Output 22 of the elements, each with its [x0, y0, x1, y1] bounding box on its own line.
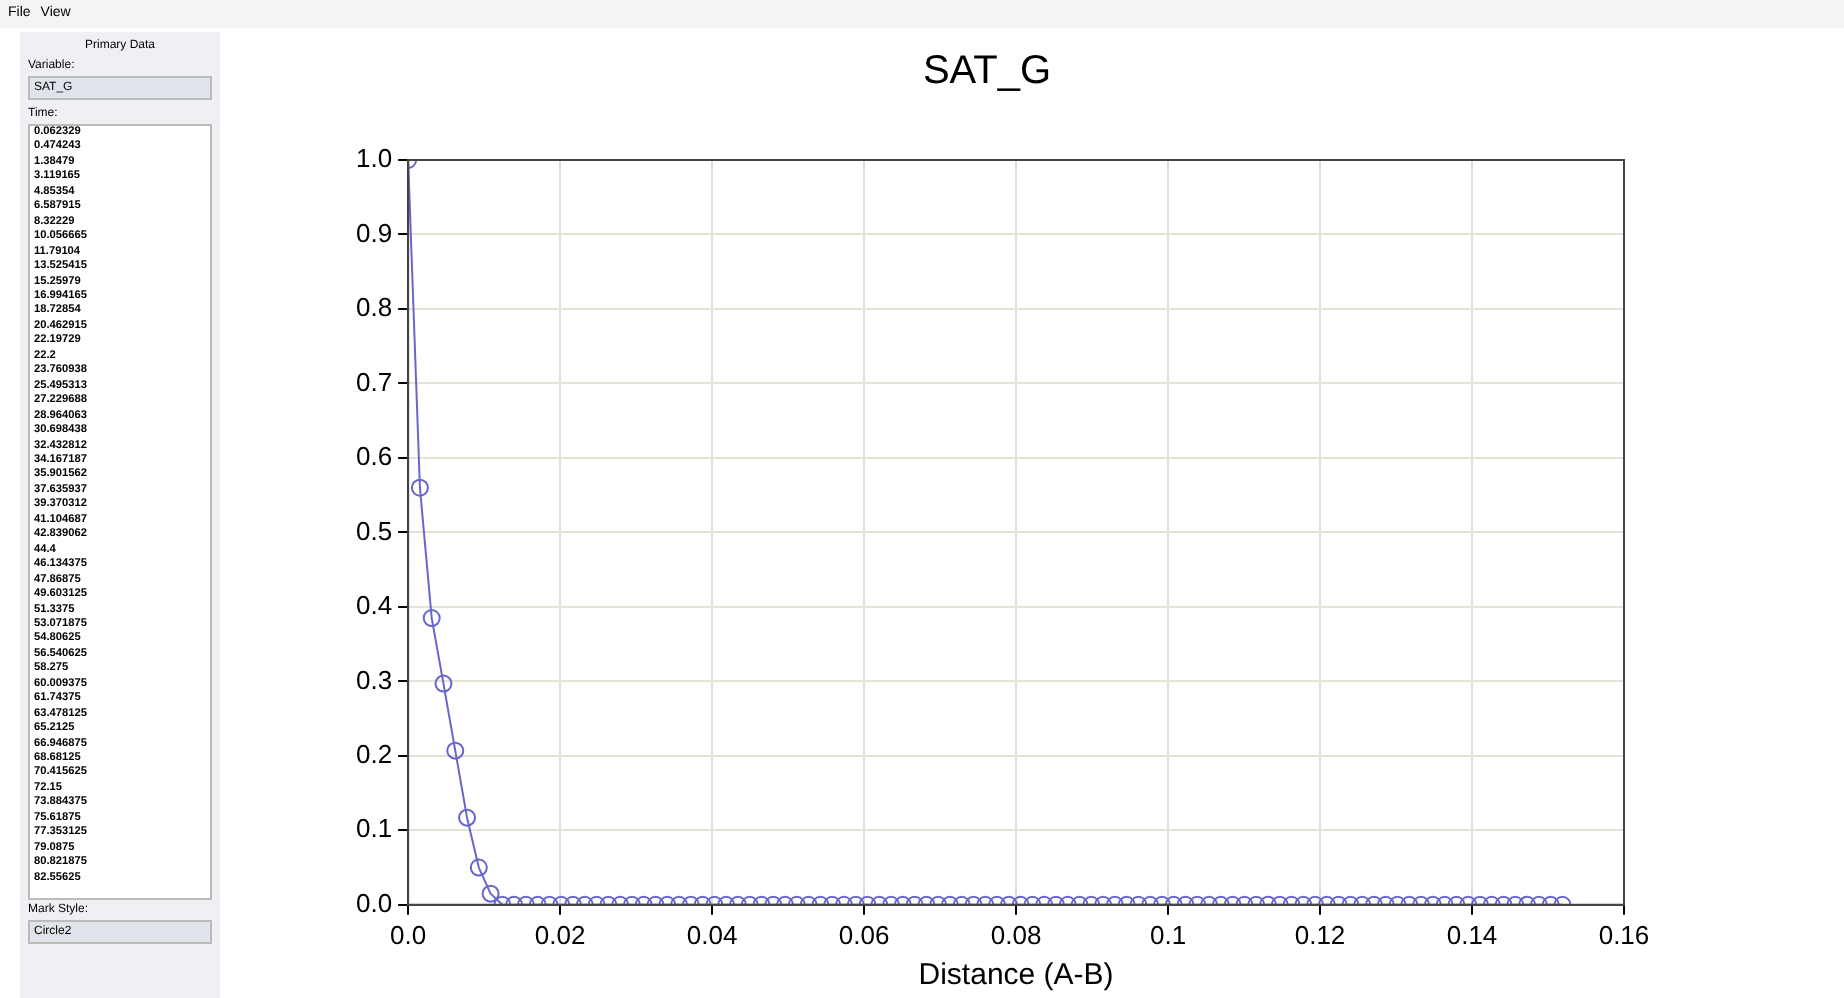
y-tick-label: 0.9	[355, 217, 393, 248]
x-tick-label: 0.14	[1446, 919, 1498, 950]
y-tick-label: 0.0	[355, 887, 393, 918]
y-tick-label: 0.7	[355, 366, 393, 397]
y-tick-label: 0.8	[355, 292, 393, 323]
x-tick-label: 0.16	[1598, 919, 1650, 950]
y-tick-label: 0.5	[355, 515, 393, 546]
chart-title: SAT_G	[922, 49, 1052, 94]
x-tick-label: 0.12	[1294, 919, 1346, 950]
x-tick-label: 0.08	[990, 919, 1042, 950]
x-axis-title: Distance (A-B)	[918, 958, 1114, 993]
y-tick-label: 0.2	[355, 739, 393, 769]
y-tick-label: 1.0	[355, 143, 393, 174]
x-tick-label: 0.1	[1149, 919, 1187, 950]
y-tick-label: 0.6	[355, 441, 393, 472]
y-tick-label: 0.4	[355, 590, 393, 621]
x-tick-label: 0.04	[686, 919, 738, 950]
y-tick-label: 0.3	[355, 664, 393, 695]
x-tick-label: 0.02	[534, 919, 586, 950]
x-tick-label: 0.0	[390, 919, 427, 950]
x-tick-label: 0.06	[838, 919, 890, 950]
y-tick-label: 0.1	[355, 813, 393, 844]
